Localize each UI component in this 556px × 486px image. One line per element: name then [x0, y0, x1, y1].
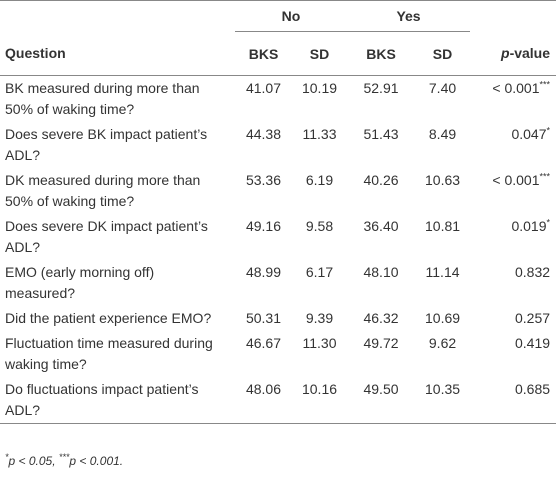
p-value-cell: 0.685 [470, 377, 556, 424]
header-row: Question BKS SD BKS SD p-value [0, 31, 556, 76]
value-cell: 11.14 [425, 264, 460, 280]
blank [0, 0, 235, 32]
significance: *** [539, 79, 551, 90]
header-cell: SD [415, 31, 471, 76]
row: Does severe BK impact patient’s ADL? 44.3… [0, 122, 556, 168]
p-value: 0.832 [514, 264, 551, 280]
value-cell: 51.43 [363, 126, 399, 142]
header-cell: SD [292, 31, 348, 76]
value-cell: 11.30 [302, 335, 337, 351]
value-cell: 10.69 [425, 310, 461, 326]
question-cell: BK measured during more than 50% of waki… [5, 80, 200, 117]
group-header: Yes [347, 0, 471, 32]
footnote-part: *** [58, 452, 70, 462]
p-value: 0.419 [514, 335, 551, 351]
value-cell: 49.72 [363, 335, 399, 351]
value-cell: 8.49 [428, 126, 457, 142]
p-value: < 0.001 [492, 80, 540, 96]
value-cell: 52.91 [363, 80, 399, 96]
header-cell: BKS [235, 31, 292, 76]
footnote: *p < 0.05, ***p < 0.001. [5, 452, 556, 469]
row: Did the patient experience EMO? 50.31 9.39… [0, 306, 556, 331]
significance: * [546, 125, 551, 136]
value-cell: 44.38 [245, 126, 282, 142]
value-cell: 6.17 [305, 264, 334, 280]
row: BK measured during more than 50% of waki… [0, 76, 556, 123]
p-value-cell: 0.047* [470, 122, 556, 168]
value-cell: 10.81 [425, 218, 461, 234]
question-cell: EMO (early morning off) measured? [5, 264, 155, 301]
p-value: 0.685 [514, 381, 551, 397]
question-cell: Did the patient experience EMO? [5, 310, 212, 326]
p-value-cell: 0.419 [470, 331, 556, 377]
value-cell: 7.40 [428, 80, 457, 96]
p-value-cell: 0.019* [470, 214, 556, 260]
footnote-part: p < 0.05, [8, 454, 59, 468]
group-header: No [235, 0, 348, 32]
p-value: < 0.001 [492, 172, 540, 188]
value-cell: 11.33 [302, 126, 337, 142]
p-value-cell: < 0.001*** [470, 168, 556, 214]
value-cell: 36.40 [363, 218, 399, 234]
value-cell: 46.67 [245, 335, 282, 351]
row: Fluctuation time measured during waking … [0, 331, 556, 377]
question-cell: DK measured during more than 50% of waki… [5, 172, 201, 209]
value-cell: 9.58 [305, 218, 334, 234]
value-cell: 48.10 [363, 264, 399, 280]
row: Does severe DK impact patient’s ADL? 49.1… [0, 214, 556, 260]
value-cell: 10.19 [301, 80, 338, 96]
footnote-part: * [5, 452, 9, 462]
header-text: -value [509, 45, 551, 62]
header-cell: p-value [470, 31, 556, 76]
p-value-cell: 0.832 [470, 260, 556, 306]
header-cell: BKS [347, 31, 416, 76]
p-value: 0.047 [511, 126, 547, 142]
value-cell: 50.31 [245, 310, 282, 326]
group-row: No Yes [0, 0, 556, 32]
p-value: 0.019 [511, 218, 547, 234]
header-cell: Question [0, 31, 235, 76]
value-cell: 49.50 [347, 377, 416, 424]
significance: * [546, 217, 551, 228]
row: Do fluctuations impact patient’s ADL? 48.… [0, 377, 556, 424]
value-cell: 49.16 [245, 218, 282, 234]
value-cell: 48.06 [235, 377, 292, 424]
value-cell: 41.07 [245, 80, 282, 96]
value-cell: 10.63 [425, 172, 461, 188]
value-cell: 40.26 [363, 172, 399, 188]
value-cell: 10.35 [415, 377, 471, 424]
value-cell: 53.36 [245, 172, 282, 188]
header-italic: p [501, 45, 510, 62]
row: DK measured during more than 50% of waki… [0, 168, 556, 214]
p-value-cell: 0.257 [470, 306, 556, 331]
value-cell: 6.19 [305, 172, 334, 188]
significance: *** [539, 171, 551, 182]
value-cell: 9.62 [428, 335, 457, 351]
question-cell: Does severe DK impact patient’s ADL? [5, 218, 208, 255]
question-cell: Does severe BK impact patient’s ADL? [5, 126, 208, 163]
value-cell: 10.16 [292, 377, 348, 424]
row: EMO (early morning off) measured? 48.99 6.… [0, 260, 556, 306]
value-cell: 48.99 [245, 264, 282, 280]
value-cell: 9.39 [305, 310, 334, 326]
p-value-cell: < 0.001*** [470, 76, 556, 123]
table-head: No Yes Question BKS SD BKS SD p-value [0, 0, 556, 76]
results-table: No Yes Question BKS SD BKS SD p-value BK… [0, 0, 556, 424]
question-cell: Fluctuation time measured during waking … [5, 335, 213, 372]
blank [470, 0, 556, 32]
p-value: 0.257 [514, 310, 551, 326]
question-cell: Do fluctuations impact patient’s ADL? [0, 377, 235, 424]
value-cell: 46.32 [363, 310, 399, 326]
footnote-part: p < 0.001. [69, 454, 124, 468]
table-body: BK measured during more than 50% of waki… [0, 76, 556, 424]
